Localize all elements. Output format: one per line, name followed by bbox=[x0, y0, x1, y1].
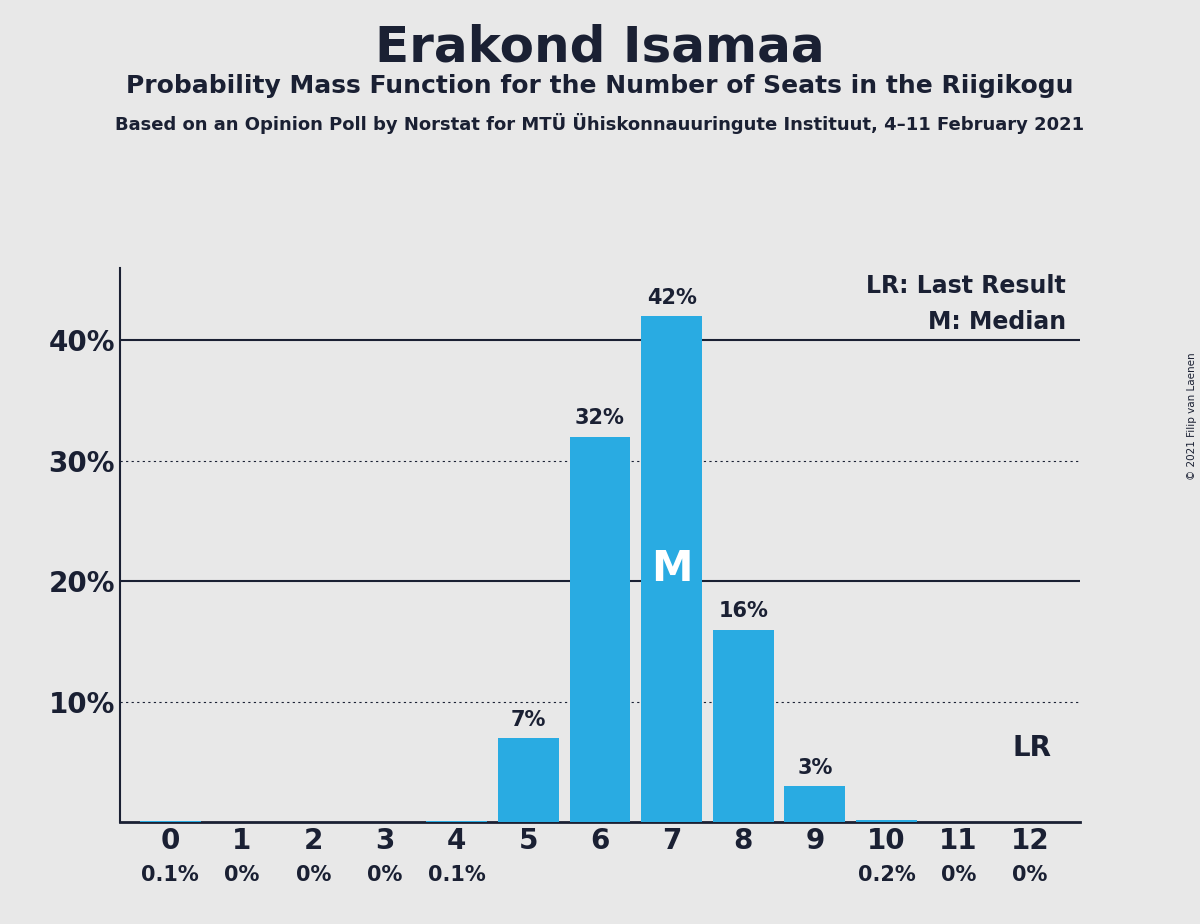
Bar bbox=[570, 437, 630, 822]
Bar bbox=[139, 821, 200, 822]
Bar bbox=[713, 629, 774, 822]
Text: 0%: 0% bbox=[367, 865, 403, 884]
Text: 0.1%: 0.1% bbox=[428, 865, 486, 884]
Bar bbox=[785, 786, 845, 822]
Text: Erakond Isamaa: Erakond Isamaa bbox=[376, 23, 824, 71]
Bar bbox=[498, 738, 559, 822]
Text: 32%: 32% bbox=[575, 408, 625, 428]
Text: 0.1%: 0.1% bbox=[142, 865, 199, 884]
Text: 16%: 16% bbox=[719, 602, 768, 621]
Text: 3%: 3% bbox=[797, 758, 833, 778]
Text: 0.2%: 0.2% bbox=[858, 865, 916, 884]
Text: LR: LR bbox=[1013, 734, 1051, 762]
Text: © 2021 Filip van Laenen: © 2021 Filip van Laenen bbox=[1187, 352, 1196, 480]
Text: Probability Mass Function for the Number of Seats in the Riigikogu: Probability Mass Function for the Number… bbox=[126, 74, 1074, 98]
Text: M: Median: M: Median bbox=[928, 310, 1066, 334]
Text: 0%: 0% bbox=[295, 865, 331, 884]
Text: LR: Last Result: LR: Last Result bbox=[866, 274, 1066, 298]
Text: 0%: 0% bbox=[224, 865, 259, 884]
Text: 0%: 0% bbox=[1012, 865, 1048, 884]
Text: 7%: 7% bbox=[511, 710, 546, 730]
Text: 0%: 0% bbox=[941, 865, 976, 884]
Bar bbox=[641, 316, 702, 822]
Text: Based on an Opinion Poll by Norstat for MTÜ Ühiskonnauuringute Instituut, 4–11 F: Based on an Opinion Poll by Norstat for … bbox=[115, 113, 1085, 134]
Text: M: M bbox=[650, 548, 692, 590]
Text: 42%: 42% bbox=[647, 287, 696, 308]
Bar bbox=[856, 820, 917, 822]
Bar bbox=[426, 821, 487, 822]
